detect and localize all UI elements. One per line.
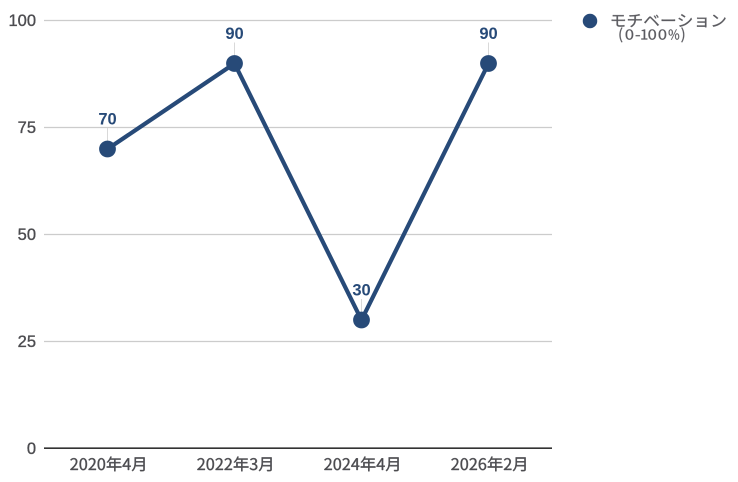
svg-text:90: 90 [225,25,243,43]
svg-text:30: 30 [352,282,370,300]
svg-text:100: 100 [8,12,36,30]
svg-text:50: 50 [18,226,36,244]
svg-text:90: 90 [479,25,497,43]
svg-text:75: 75 [18,119,36,137]
svg-text:25: 25 [18,333,36,351]
svg-text:70: 70 [98,111,116,129]
svg-text:0: 0 [27,440,36,458]
